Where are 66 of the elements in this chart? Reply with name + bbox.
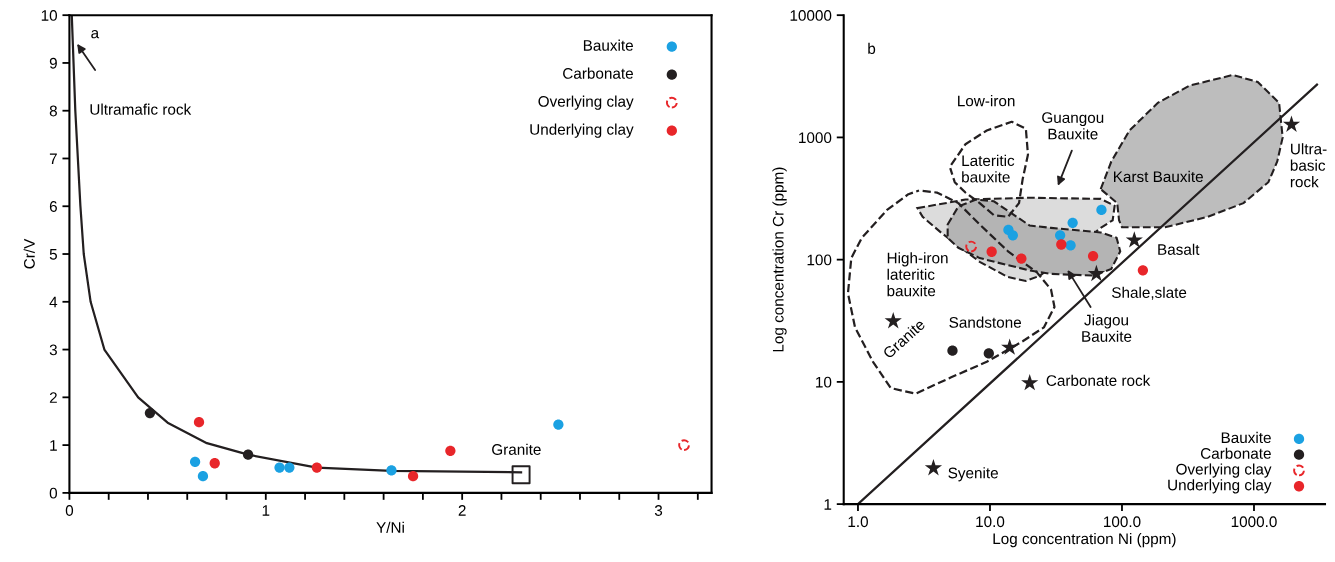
- point: [407, 471, 419, 482]
- y-tick-label: 10000: [790, 10, 832, 21]
- legend-label: Overlying clay: [1176, 463, 1272, 478]
- legend-label: Bauxite: [583, 39, 633, 51]
- annotation: Granite: [492, 443, 541, 455]
- annotation: Shale,slate: [1112, 286, 1187, 300]
- x-tick-label: 1.0: [848, 516, 868, 528]
- point: [678, 439, 690, 451]
- point: [445, 445, 456, 456]
- annotation: Karst Bauxite: [1114, 170, 1203, 183]
- legend-label: Carbonate: [1200, 447, 1271, 459]
- point: [242, 449, 254, 460]
- point: [553, 419, 564, 430]
- annotation: Ultra- basic rock: [1290, 143, 1327, 188]
- y-tick-label: 8: [49, 105, 57, 117]
- x-axis-title: Y/Ni: [376, 521, 404, 533]
- y-tick-label: 6: [49, 201, 57, 212]
- point: [197, 471, 209, 482]
- annotation: Low-iron: [958, 95, 1015, 107]
- point: [511, 465, 531, 485]
- annotation: Basalt: [1158, 243, 1200, 255]
- point: [209, 458, 220, 469]
- y-tick-label: 7: [49, 153, 57, 165]
- y-tick-label: 2: [49, 392, 57, 403]
- y-tick-label: 10: [41, 10, 58, 21]
- annotation: High-iron lateritic bauxite: [887, 252, 948, 297]
- legend-label: Underlying clay: [530, 123, 634, 138]
- annotation: Carbonate rock: [1046, 374, 1151, 386]
- y-axis-title: Log concentration Cr (ppm): [772, 167, 787, 352]
- y-tick-label: 1000: [799, 132, 832, 144]
- point: [193, 417, 205, 428]
- annotation: Lateritic bauxite: [962, 154, 1015, 183]
- annotation: Ultramafic rock: [90, 103, 192, 115]
- y-axis-title: Cr/V: [23, 238, 35, 269]
- point: [274, 462, 285, 473]
- legend-label: Underlying clay: [1168, 479, 1272, 494]
- point: [144, 407, 156, 419]
- x-tick-label: 0: [65, 505, 74, 516]
- y-tick-label: 1: [50, 440, 57, 451]
- point: [386, 465, 397, 476]
- x-tick-label: 100.0: [1104, 516, 1141, 528]
- annotation: b: [868, 42, 876, 54]
- annotation: Guangou Bauxite: [1042, 112, 1104, 140]
- annotation: a: [91, 29, 100, 39]
- y-tick-label: 100: [807, 254, 832, 266]
- x-axis-title: Log concentration Ni (ppm): [993, 532, 1176, 548]
- x-tick-label: 10.0: [976, 516, 1005, 528]
- x-tick-label: 1000.0: [1231, 516, 1277, 528]
- y-tick-label: 3: [49, 344, 57, 356]
- point: [284, 462, 295, 473]
- y-tick-label: 0: [49, 487, 58, 499]
- point: [189, 456, 201, 467]
- x-tick-label: 3: [654, 505, 663, 516]
- legend-label: Bauxite: [1221, 431, 1271, 444]
- legend-label: Carbonate: [563, 67, 633, 79]
- annotation: Jiagou Bauxite: [1082, 314, 1132, 342]
- y-tick-label: 9: [49, 57, 57, 69]
- y-tick-label: 10: [816, 376, 832, 388]
- y-tick-label: 5: [49, 249, 57, 260]
- legend-label: Overlying clay: [538, 95, 634, 110]
- x-tick-label: 2: [458, 505, 466, 516]
- annotation: Sandstone: [949, 316, 1022, 328]
- annotation: Syenite: [948, 467, 998, 482]
- x-tick-label: 1: [262, 505, 270, 516]
- y-tick-label: 4: [49, 296, 58, 308]
- point: [311, 462, 322, 473]
